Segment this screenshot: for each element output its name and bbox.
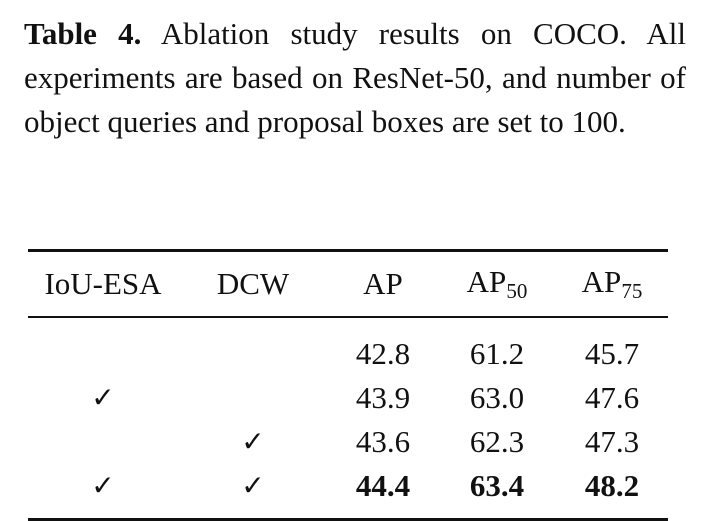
cell-dcw (178, 318, 328, 376)
ablation-table-body: 42.8 61.2 45.7 ✓ 43.9 63.0 47.6 ✓ 43.6 6… (28, 318, 668, 518)
table-row: ✓ 43.6 62.3 47.3 (28, 420, 668, 464)
table-caption: Table 4. Ablation study results on COCO.… (24, 12, 686, 144)
cell-iou-esa: ✓ (91, 469, 115, 502)
cell-iou-esa (28, 318, 178, 376)
caption-label: Table 4. (24, 16, 142, 51)
header-ap: AP (363, 266, 403, 301)
caption-text: Ablation study results on COCO. All expe… (24, 16, 686, 139)
cell-dcw (178, 376, 328, 420)
top-rule (28, 249, 668, 252)
table-row: ✓ 43.9 63.0 47.6 (28, 376, 668, 420)
cell-ap75: 45.7 (584, 336, 640, 371)
cell-dcw: ✓ (241, 469, 265, 502)
cell-ap50: 63.4 (469, 468, 525, 503)
table-row: 42.8 61.2 45.7 (28, 318, 668, 376)
cell-dcw: ✓ (241, 425, 265, 458)
cell-ap75: 48.2 (584, 468, 640, 503)
header-ap75: AP75 (581, 264, 643, 303)
cell-ap50: 62.3 (469, 424, 525, 459)
results-table-container: IoU-ESA DCW AP AP50 AP75 42.8 61.2 45.7 … (28, 249, 668, 521)
header-row: IoU-ESA DCW AP AP50 AP75 (28, 252, 668, 316)
cell-ap: 44.4 (355, 468, 411, 503)
cell-ap: 42.8 (355, 336, 411, 371)
cell-ap: 43.6 (355, 424, 411, 459)
table-row-best: ✓ ✓ 44.4 63.4 48.2 (28, 464, 668, 518)
header-ap50: AP50 (466, 264, 528, 303)
header-ap50-subscript: 50 (506, 279, 528, 303)
header-ap75-subscript: 75 (621, 279, 643, 303)
cell-ap75: 47.6 (584, 380, 640, 415)
header-iou-esa: IoU-ESA (44, 266, 162, 301)
header-rule (28, 316, 668, 318)
cell-iou-esa: ✓ (91, 381, 115, 414)
cell-ap50: 63.0 (469, 380, 525, 415)
header-dcw: DCW (216, 266, 290, 301)
cell-ap75: 47.3 (584, 424, 640, 459)
bottom-rule (28, 518, 668, 521)
ablation-table: IoU-ESA DCW AP AP50 AP75 (28, 252, 668, 316)
cell-ap50: 61.2 (469, 336, 525, 371)
table-header: IoU-ESA DCW AP AP50 AP75 (28, 252, 668, 316)
cell-iou-esa (28, 420, 178, 464)
cell-ap: 43.9 (355, 380, 411, 415)
